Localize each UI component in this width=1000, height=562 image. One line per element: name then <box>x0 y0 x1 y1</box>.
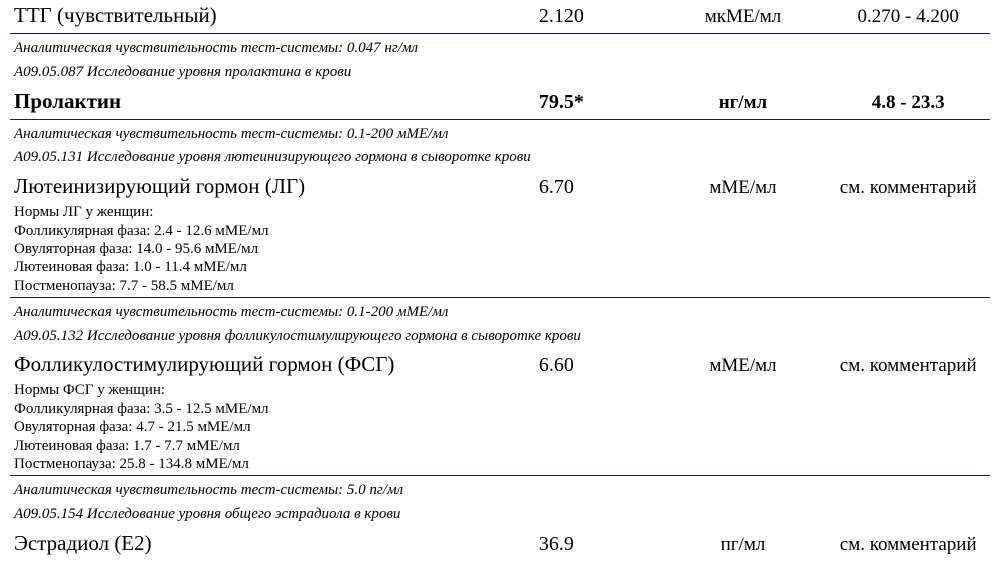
test-name: Лютеинизирующий гормон (ЛГ) <box>14 173 539 199</box>
test-reference: 4.8 - 23.3 <box>830 91 986 115</box>
test-unit: мкМЕ/мл <box>656 5 831 29</box>
test-value: 6.70 <box>539 175 656 200</box>
test-unit: нг/мл <box>656 91 831 115</box>
test-name: ТТГ (чувствительный) <box>14 2 539 28</box>
divider <box>10 33 990 34</box>
sensitivity-note: Аналитическая чувствительность тест-сист… <box>0 36 1000 59</box>
divider <box>10 475 990 476</box>
test-code: А09.05.087 Исследование уровня пролактин… <box>0 59 1000 86</box>
test-unit: мМЕ/мл <box>656 176 831 200</box>
divider <box>10 119 990 120</box>
norm-line: Фолликулярная фаза: 2.4 - 12.6 мМЕ/мл <box>0 222 1000 240</box>
norm-line: Постменопауза: 25.8 - 134.8 мМЕ/мл <box>0 455 1000 473</box>
norms-heading: Нормы ЛГ у женщин: <box>0 202 1000 222</box>
test-code: А09.05.132 Исследование уровня фолликуло… <box>0 323 1000 350</box>
test-name: Фолликулостимулирующий гормон (ФСГ) <box>14 351 539 377</box>
test-value: 79.5* <box>539 90 656 115</box>
sensitivity-note: Аналитическая чувствительность тест-сист… <box>0 300 1000 323</box>
test-unit: мМЕ/мл <box>656 354 831 378</box>
result-row-fsh: Фолликулостимулирующий гормон (ФСГ) 6.60… <box>0 349 1000 380</box>
test-value: 36.9 <box>539 532 656 557</box>
result-row-lh: Лютеинизирующий гормон (ЛГ) 6.70 мМЕ/мл … <box>0 171 1000 202</box>
test-code: А09.05.131 Исследование уровня лютеинизи… <box>0 144 1000 171</box>
test-name: Эстрадиол (Е2) <box>14 530 539 556</box>
test-name: Пролактин <box>14 88 539 114</box>
test-reference: см. комментарий <box>830 533 986 557</box>
test-value: 6.60 <box>539 353 656 378</box>
norm-line: Лютеиновая фаза: 1.0 - 11.4 мМЕ/мл <box>0 258 1000 276</box>
test-reference: см. комментарий <box>830 354 986 378</box>
test-code: А09.05.154 Исследование уровня общего эс… <box>0 501 1000 528</box>
test-unit: пг/мл <box>656 533 831 557</box>
test-reference: см. комментарий <box>830 176 986 200</box>
result-row-estradiol: Эстрадиол (Е2) 36.9 пг/мл см. комментари… <box>0 528 1000 559</box>
test-value: 2.120 <box>539 4 656 29</box>
test-reference: 0.270 - 4.200 <box>830 5 986 29</box>
lab-report: { "colors": { "rule": "#1a1a6a", "text":… <box>0 0 1000 559</box>
sensitivity-note: Аналитическая чувствительность тест-сист… <box>0 478 1000 501</box>
norms-heading: Нормы ФСГ у женщин: <box>0 380 1000 400</box>
norm-line: Постменопауза: 7.7 - 58.5 мМЕ/мл <box>0 277 1000 295</box>
result-row-prolactin: Пролактин 79.5* нг/мл 4.8 - 23.3 <box>0 86 1000 117</box>
result-row-ttg: ТТГ (чувствительный) 2.120 мкМЕ/мл 0.270… <box>0 0 1000 31</box>
divider <box>10 297 990 298</box>
sensitivity-note: Аналитическая чувствительность тест-сист… <box>0 122 1000 145</box>
norm-line: Овуляторная фаза: 14.0 - 95.6 мМЕ/мл <box>0 240 1000 258</box>
norm-line: Фолликулярная фаза: 3.5 - 12.5 мМЕ/мл <box>0 400 1000 418</box>
norm-line: Лютеиновая фаза: 1.7 - 7.7 мМЕ/мл <box>0 437 1000 455</box>
norm-line: Овуляторная фаза: 4.7 - 21.5 мМЕ/мл <box>0 418 1000 436</box>
